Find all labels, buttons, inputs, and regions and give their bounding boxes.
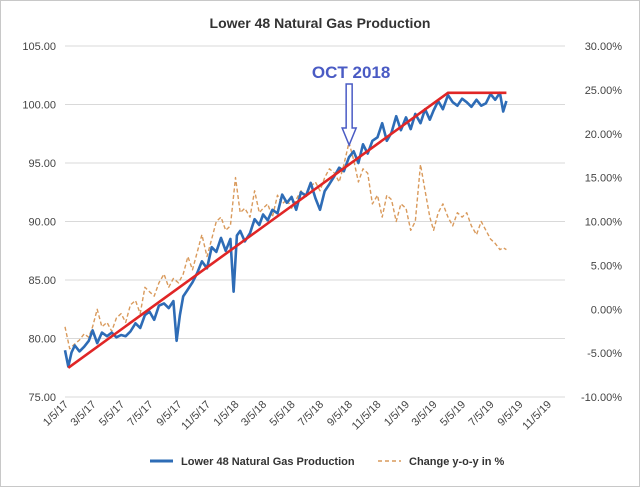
x-tick-label: 3/5/17 <box>69 399 99 429</box>
right-tick-label: 20.00% <box>585 129 623 141</box>
x-axis-ticks: 1/5/173/5/175/5/177/5/179/5/1711/5/171/5… <box>41 399 554 433</box>
x-tick-label: 1/5/19 <box>382 399 412 429</box>
right-tick-label: 5.00% <box>591 260 622 272</box>
legend-label-change: Change y-o-y in % <box>409 456 505 468</box>
x-tick-label: 7/5/18 <box>296 399 326 429</box>
left-tick-label: 105.00 <box>22 41 56 53</box>
oct-2018-label: OCT 2018 <box>312 63 390 82</box>
left-tick-label: 75.00 <box>28 392 56 404</box>
x-tick-label: 1/5/18 <box>212 399 242 429</box>
down-arrow-icon <box>341 83 358 147</box>
x-tick-label: 7/5/17 <box>126 399 156 429</box>
left-axis-ticks: 75.00 80.00 85.00 90.00 95.00 100.00 105.00 <box>22 41 56 404</box>
x-tick-label: 7/5/19 <box>467 399 497 429</box>
right-tick-label: -5.00% <box>587 348 622 360</box>
legend-label-production: Lower 48 Natural Gas Production <box>181 456 355 468</box>
series-production-line <box>63 91 508 368</box>
right-tick-label: 0.00% <box>591 304 622 316</box>
x-tick-label: 5/5/19 <box>438 399 468 429</box>
right-tick-label: 30.00% <box>585 41 623 53</box>
left-tick-label: 85.00 <box>28 275 56 287</box>
x-tick-label: 11/5/19 <box>520 399 554 433</box>
right-tick-label: -10.00% <box>581 392 622 404</box>
x-tick-label: 5/5/18 <box>268 399 298 429</box>
right-tick-label: 25.00% <box>585 85 623 97</box>
series-change-yoy-line <box>64 141 507 350</box>
x-tick-label: 3/5/19 <box>410 399 440 429</box>
gridlines <box>65 45 565 398</box>
x-tick-label: 5/5/17 <box>97 399 127 429</box>
annotation-layer: OCT 2018 <box>67 63 507 369</box>
series-layer <box>63 91 508 368</box>
x-tick-label: 11/5/18 <box>350 399 384 433</box>
legend: Lower 48 Natural Gas Production Change y… <box>150 456 505 468</box>
left-tick-label: 80.00 <box>28 334 56 346</box>
left-tick-label: 95.00 <box>28 158 56 170</box>
left-tick-label: 100.00 <box>22 100 56 112</box>
right-tick-label: 15.00% <box>585 173 623 185</box>
right-tick-label: 10.00% <box>585 217 623 229</box>
left-tick-label: 90.00 <box>28 217 56 229</box>
x-tick-label: 11/5/17 <box>179 399 213 433</box>
chart-title: Lower 48 Natural Gas Production <box>210 15 431 31</box>
trend-line <box>67 91 507 369</box>
x-tick-label: 3/5/18 <box>239 399 269 429</box>
right-axis-ticks: -10.00% -5.00% 0.00% 5.00% 10.00% 15.00% 20.00… <box>581 41 622 404</box>
